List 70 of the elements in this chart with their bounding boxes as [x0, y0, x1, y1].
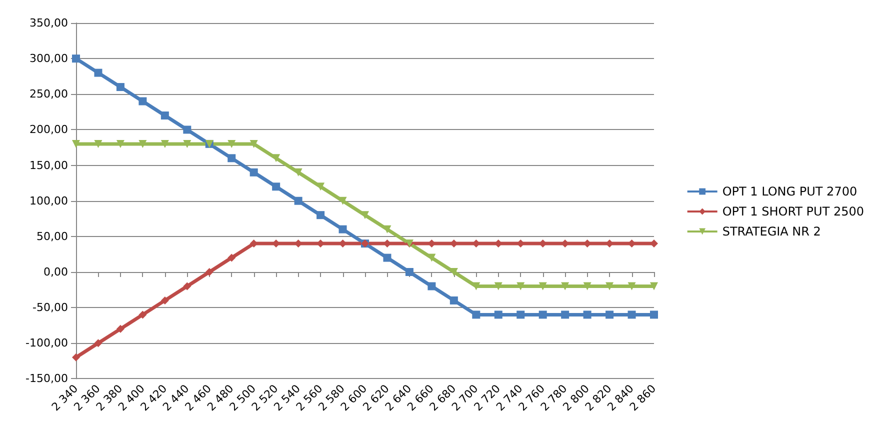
point — [183, 282, 192, 290]
point — [316, 211, 325, 220]
legend-label: OPT 1 LONG PUT 2700 — [722, 184, 858, 198]
y-tick-label: 250,00 — [30, 88, 68, 101]
point — [583, 310, 592, 319]
point — [250, 140, 258, 148]
point — [338, 225, 347, 234]
point — [561, 282, 570, 290]
point — [516, 282, 525, 290]
point — [561, 310, 570, 319]
point — [116, 324, 124, 333]
point — [316, 182, 325, 191]
point — [138, 140, 147, 148]
point — [72, 140, 80, 148]
point — [138, 97, 147, 106]
point — [606, 282, 614, 290]
point — [183, 140, 192, 148]
point — [650, 282, 658, 290]
point — [628, 282, 636, 290]
y-tick-label: 50,00 — [36, 230, 68, 243]
point — [160, 296, 169, 304]
y-tick-label: -150,00 — [26, 372, 68, 386]
point — [450, 296, 458, 304]
point — [183, 126, 192, 134]
point — [138, 310, 147, 319]
y-tick-label: 300,00 — [30, 52, 68, 66]
point — [160, 111, 169, 120]
point — [160, 140, 169, 148]
point — [72, 353, 80, 362]
point — [650, 310, 658, 319]
y-tick-label: 100,00 — [30, 194, 68, 208]
y-tick-label: -50,00 — [32, 301, 68, 314]
point — [338, 196, 347, 205]
point — [272, 154, 280, 162]
point — [228, 254, 236, 262]
point — [94, 140, 102, 148]
point — [116, 83, 124, 92]
y-tick-label: -100,00 — [26, 336, 68, 350]
y-tick-label: 0,00 — [44, 266, 68, 279]
y-tick-label: 200,00 — [30, 123, 68, 136]
point — [628, 310, 636, 319]
point — [383, 225, 392, 234]
point — [428, 282, 436, 290]
legend-label: OPT 1 SHORT PUT 2500 — [722, 204, 864, 218]
point — [228, 140, 236, 148]
y-tick-label: 350,00 — [30, 16, 68, 30]
point — [205, 268, 214, 276]
point — [583, 282, 592, 290]
point — [472, 282, 480, 290]
point — [538, 282, 547, 290]
point — [94, 68, 102, 77]
point — [94, 339, 102, 348]
point — [383, 254, 392, 262]
point — [361, 211, 369, 220]
point — [294, 196, 302, 205]
point — [606, 310, 614, 319]
y-tick-label: 150,00 — [30, 158, 68, 172]
legend-label: STRATEGIA NR 2 — [722, 224, 821, 238]
point — [405, 268, 414, 276]
point — [272, 182, 280, 191]
point — [494, 282, 502, 290]
point — [228, 154, 236, 162]
point — [538, 310, 547, 319]
point — [472, 310, 480, 319]
point — [516, 310, 525, 319]
point — [428, 254, 436, 262]
point — [294, 168, 302, 176]
point — [494, 310, 502, 319]
point — [250, 168, 258, 176]
point — [116, 140, 124, 148]
